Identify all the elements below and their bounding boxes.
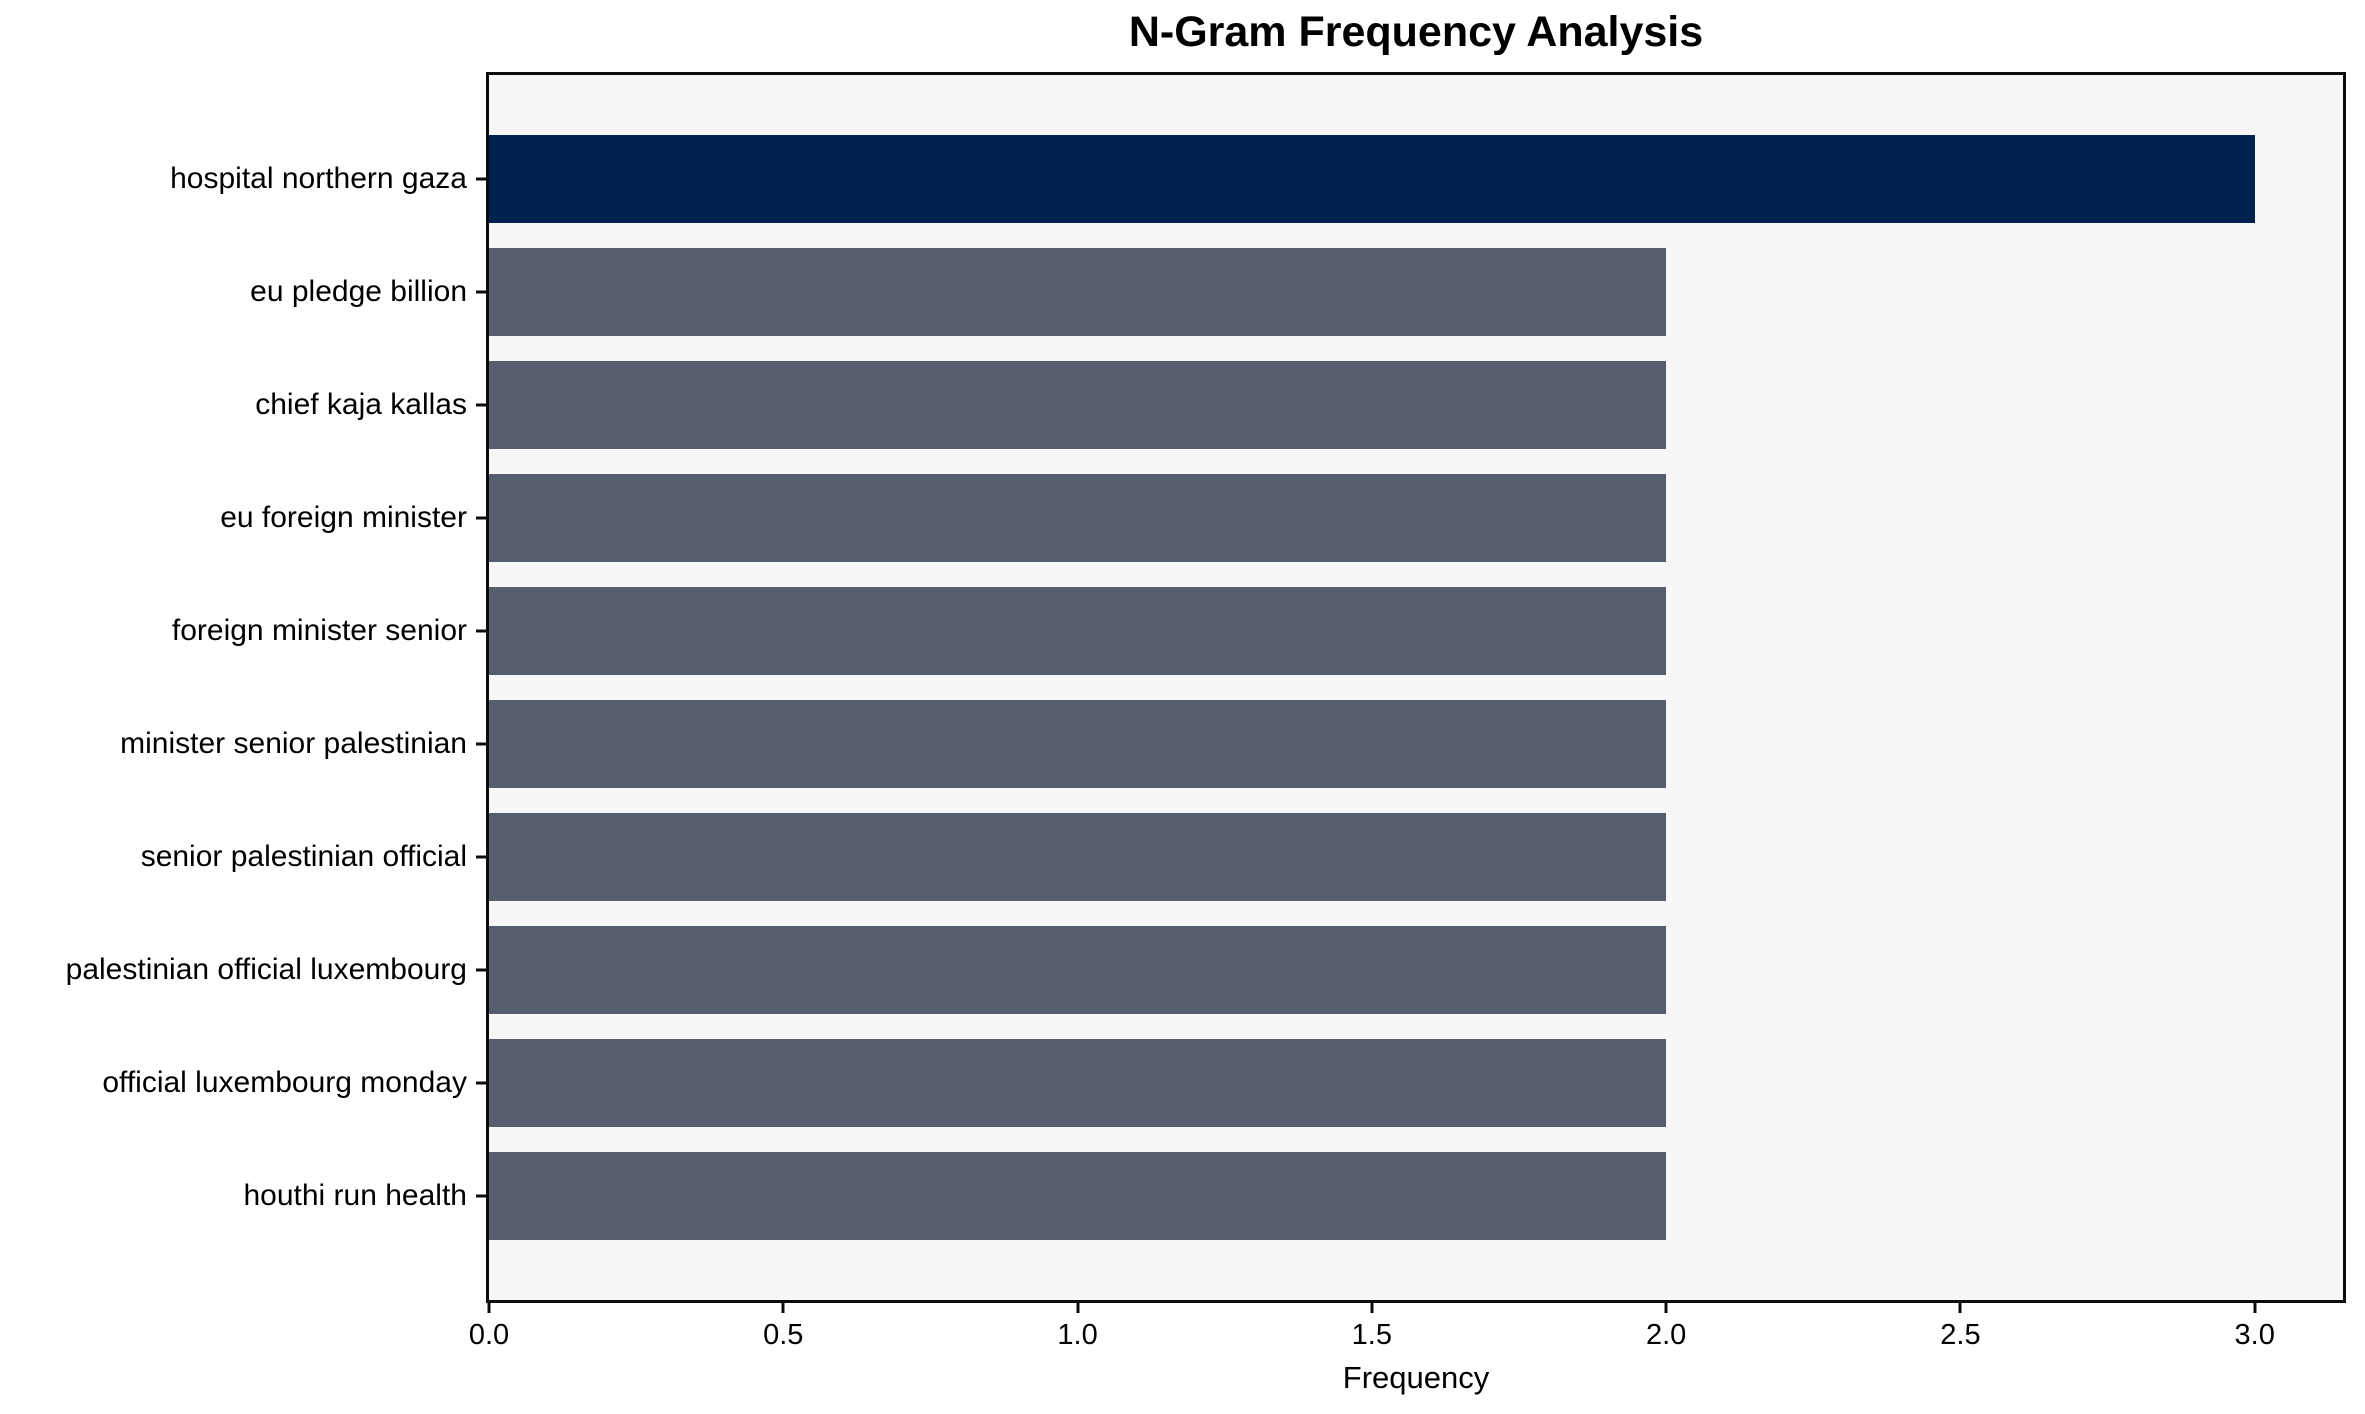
y-tick-label: palestinian official luxembourg (65, 952, 467, 986)
y-tick-mark (476, 742, 486, 746)
x-tick-mark (1076, 1303, 1080, 1313)
y-tick-label: eu foreign minister (220, 501, 467, 535)
x-tick-mark (487, 1303, 491, 1313)
bar-row: chief kaja kallas (255, 349, 2343, 462)
y-tick-label: eu pledge billion (250, 275, 467, 309)
bar (489, 135, 2255, 224)
y-tick-label: official luxembourg monday (102, 1065, 467, 1099)
y-tick-mark (476, 968, 486, 972)
bar (489, 474, 1667, 563)
bar (489, 925, 1667, 1014)
y-tick-label: chief kaja kallas (255, 388, 467, 422)
bar-row: official luxembourg monday (102, 1026, 2343, 1139)
y-tick-label: houthi run health (243, 1178, 467, 1212)
x-tick-label: 1.0 (1057, 1319, 1098, 1351)
x-tick-mark (1370, 1303, 1374, 1313)
bar-row: houthi run health (243, 1139, 2343, 1252)
y-tick-label: hospital northern gaza (170, 162, 467, 196)
bar (489, 1151, 1667, 1240)
x-tick-mark (781, 1303, 785, 1313)
bar-row: minister senior palestinian (120, 688, 2343, 801)
x-tick-label: 0.5 (763, 1319, 804, 1351)
bar (489, 1038, 1667, 1127)
bar-row: palestinian official luxembourg (66, 913, 2343, 1026)
y-tick-mark (476, 403, 486, 407)
x-tick-mark (1958, 1303, 1962, 1313)
y-tick-label: minister senior palestinian (120, 726, 467, 760)
chart-title: N-Gram Frequency Analysis (1128, 8, 1704, 56)
x-tick-label: 0.0 (468, 1319, 510, 1351)
x-tick-label: 1.5 (1351, 1319, 1393, 1351)
bar (489, 812, 1667, 901)
x-axis-label: Frequency (1342, 1360, 1490, 1395)
bars-container: hospital northern gaza eu pledge billion c… (66, 75, 2343, 1300)
x-tick-label: 2.0 (1645, 1319, 1687, 1351)
x-tick-label: 2.5 (1940, 1319, 1981, 1351)
bar (489, 361, 1667, 450)
x-tick-mark (1664, 1303, 1668, 1313)
bar (489, 248, 1667, 337)
y-tick-mark (476, 1194, 486, 1198)
bar-row: senior palestinian official (141, 800, 2343, 913)
y-tick-label: senior palestinian official (140, 839, 467, 873)
y-tick-label: foreign minister senior (171, 614, 467, 648)
y-tick-mark (476, 516, 486, 520)
plot-area: hospital northern gaza eu pledge billion c… (66, 72, 2346, 1303)
y-tick-mark (476, 855, 486, 859)
bar-row: eu foreign minister (220, 462, 2343, 575)
bar (489, 699, 1667, 789)
bar-row: hospital northern gaza (170, 123, 2343, 236)
x-axis-ticks: 0.0 0.5 1.0 1.5 2.0 2.5 3.0 (469, 1303, 2343, 1363)
y-tick-mark (476, 177, 486, 181)
x-tick-label: 3.0 (2234, 1319, 2275, 1351)
bar-row: eu pledge billion (250, 236, 2343, 349)
bar (489, 587, 1667, 676)
y-tick-mark (476, 629, 486, 633)
y-tick-mark (476, 1081, 486, 1085)
x-tick-mark (2253, 1303, 2257, 1313)
y-tick-mark (476, 290, 486, 294)
bar-row: foreign minister senior (172, 575, 2343, 688)
